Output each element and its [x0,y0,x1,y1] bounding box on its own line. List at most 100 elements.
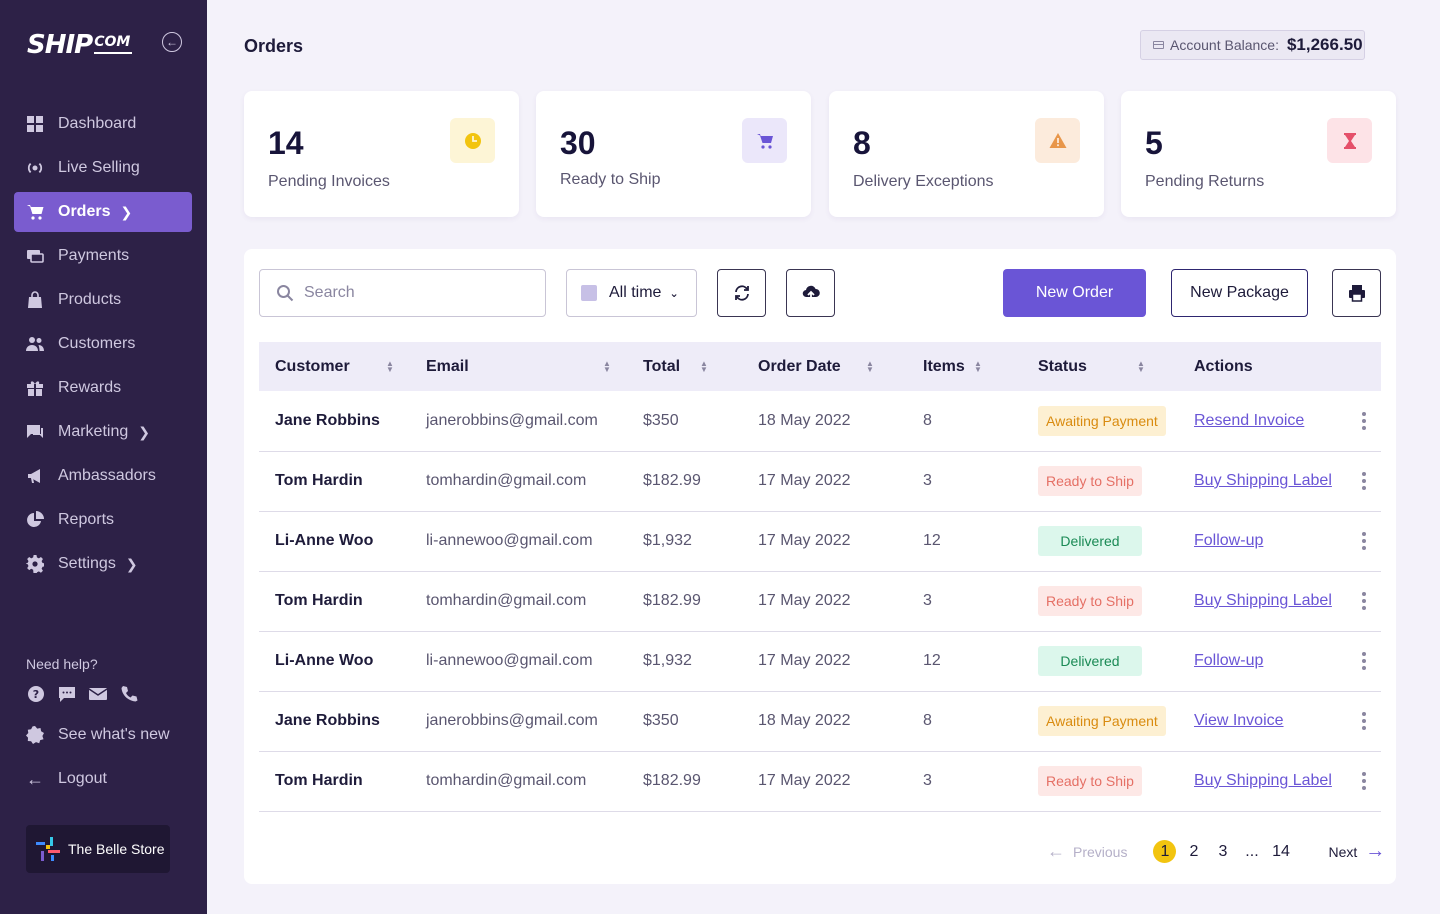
table-row[interactable]: Jane Robbins janerobbins@gmail.com $350 18 … [259,391,1381,451]
sidebar-item-orders[interactable]: Orders ❯ [14,192,192,232]
sidebar-item-payments[interactable]: Payments [14,236,192,276]
row-action-link[interactable]: Buy Shipping Label [1194,472,1332,489]
column-header-email[interactable]: Email ▲ ▼ [426,357,611,375]
more-options-icon[interactable] [1362,532,1366,550]
logo-subtext: COM [94,34,133,54]
payments-icon [26,247,44,265]
new-package-button[interactable]: New Package [1171,269,1308,317]
table-row[interactable]: Li-Anne Woo li-annewoo@gmail.com $1,932 17 … [259,631,1381,691]
previous-page-button[interactable]: ← Previous [1047,841,1127,862]
total-cell: $1,932 [643,652,692,669]
arrow-left-icon: ← [166,35,178,49]
column-header-items[interactable]: Items ▲ ▼ [923,357,982,375]
row-action-link[interactable]: Follow-up [1194,652,1264,669]
customer-cell: Jane Robbins [275,411,380,429]
table-row[interactable]: Jane Robbins janerobbins@gmail.com $350 18 … [259,691,1381,751]
refresh-icon [734,285,749,301]
sort-icon: ▲ ▼ [386,358,394,374]
status-cell: Ready to Ship [1022,451,1178,511]
whats-new-link[interactable]: See what's new [26,726,170,744]
hourglass-icon [1327,118,1372,163]
help-icon[interactable]: ? [26,684,45,703]
sidebar-item-rewards[interactable]: Rewards [14,368,192,408]
dashboard-icon [26,115,44,133]
stat-card-delivery-exceptions[interactable]: 8 Delivery Exceptions [829,91,1104,217]
balance-label: Account Balance: [1170,37,1279,53]
stat-card-pending-invoices[interactable]: 14 Pending Invoices [244,91,519,217]
search-box[interactable] [259,269,546,317]
clock-icon [450,118,495,163]
stat-card-pending-returns[interactable]: 5 Pending Returns [1121,91,1396,217]
row-action-link[interactable]: Buy Shipping Label [1194,772,1332,789]
email-cell: li-annewoo@gmail.com [426,652,593,669]
phone-icon[interactable] [119,684,138,703]
sidebar-item-customers[interactable]: Customers [14,324,192,364]
print-button[interactable] [1332,269,1381,317]
row-action-link[interactable]: View Invoice [1194,712,1284,729]
date-range-select[interactable]: All time ⌄ [566,269,697,317]
logo[interactable]: SHIP COM [27,30,133,60]
total-cell: $182.99 [643,472,701,489]
bag-icon [26,291,44,309]
stat-card-ready-to-ship[interactable]: 30 Ready to Ship [536,91,811,217]
page-button[interactable]: 3 [1218,842,1228,860]
page-button[interactable]: 14 [1272,842,1290,860]
actions-cell: Buy Shipping Label [1178,451,1381,511]
next-page-button[interactable]: Next → [1328,840,1385,863]
column-header-total[interactable]: Total ▲ ▼ [643,357,708,375]
chat-icon [26,423,44,441]
column-header-order-date[interactable]: Order Date ▲ ▼ [758,357,874,375]
more-options-icon[interactable] [1362,652,1366,670]
page-title: Orders [244,36,304,56]
sidebar-item-ambassadors[interactable]: Ambassadors [14,456,192,496]
more-options-icon[interactable] [1362,772,1366,790]
cart-icon [26,203,44,221]
order-date-cell: 17 May 2022 [758,772,851,789]
upload-button[interactable] [786,269,835,317]
table-row[interactable]: Tom Hardin tomhardin@gmail.com $182.99 17 M… [259,571,1381,631]
new-order-button[interactable]: New Order [1003,269,1146,317]
table-row[interactable]: Tom Hardin tomhardin@gmail.com $182.99 17 M… [259,451,1381,511]
store-switcher[interactable]: The Belle Store [26,825,170,873]
customer-cell: Li-Anne Woo [275,532,374,549]
more-options-icon[interactable] [1362,472,1366,490]
refresh-button[interactable] [717,269,766,317]
sort-icon: ▲ ▼ [1137,358,1145,374]
sidebar-item-dashboard[interactable]: Dashboard [14,104,192,144]
search-input[interactable] [304,284,524,302]
date-range-value: All time [609,284,662,301]
more-options-icon[interactable] [1362,592,1366,610]
page-button[interactable]: 2 [1189,842,1199,860]
chevron-down-icon: ⌄ [669,287,679,300]
row-action-link[interactable]: Resend Invoice [1194,411,1305,429]
chat-support-icon[interactable] [57,684,76,703]
sidebar-item-products[interactable]: Products [14,280,192,320]
sidebar-item-marketing[interactable]: Marketing ❯ [14,412,192,452]
status-badge: Ready to Ship [1038,766,1142,796]
sidebar-item-reports[interactable]: Reports [14,500,192,540]
row-action-link[interactable]: Buy Shipping Label [1194,592,1332,609]
more-options-icon[interactable] [1362,712,1366,730]
logout-label: Logout [58,770,107,787]
calendar-icon [581,285,597,301]
sidebar-item-live-selling[interactable]: Live Selling [14,148,192,188]
logout-link[interactable]: ← Logout [26,769,107,789]
actions-cell: Resend Invoice [1178,391,1381,451]
table-row[interactable]: Li-Anne Woo li-annewoo@gmail.com $1,932 17 … [259,511,1381,571]
more-options-icon[interactable] [1362,411,1366,430]
column-header-customer[interactable]: Customer ▲ ▼ [275,357,394,375]
search-icon [277,285,294,302]
status-badge: Delivered [1038,646,1142,676]
table-row[interactable]: Tom Hardin tomhardin@gmail.com $182.99 17 M… [259,751,1381,811]
page-button[interactable]: 1 [1153,840,1177,863]
collapse-sidebar-button[interactable]: ← [162,32,182,52]
chevron-right-icon: ❯ [120,203,133,220]
order-date-cell: 17 May 2022 [758,652,851,669]
row-action-link[interactable]: Follow-up [1194,532,1264,549]
pagination: ← Previous 1 2 3 ... 14 Next → [1047,840,1385,863]
sidebar-item-settings[interactable]: Settings ❯ [14,544,192,584]
column-header-status[interactable]: Status ▲ ▼ [1038,357,1145,375]
email-icon[interactable] [88,684,107,703]
total-cell: $350 [643,411,679,429]
store-logo-icon [36,837,60,861]
